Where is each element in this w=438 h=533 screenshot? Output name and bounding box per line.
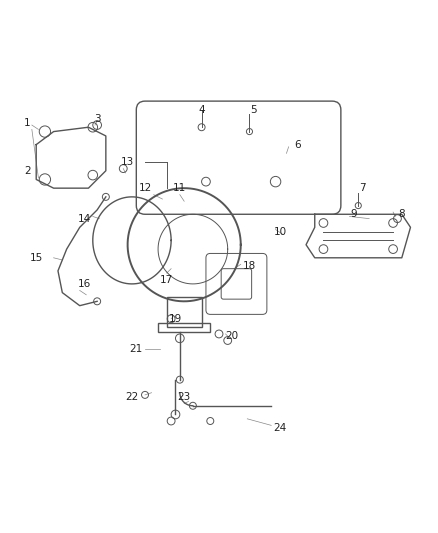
Text: 15: 15 (30, 253, 43, 263)
Text: 14: 14 (78, 214, 91, 224)
Text: 3: 3 (94, 114, 100, 124)
Text: 19: 19 (169, 314, 182, 324)
Text: 5: 5 (251, 105, 257, 115)
Text: 1: 1 (24, 118, 31, 128)
Text: 24: 24 (273, 423, 286, 433)
Text: 2: 2 (24, 166, 31, 176)
Text: 21: 21 (130, 344, 143, 354)
Text: 6: 6 (294, 140, 300, 150)
Text: 23: 23 (177, 392, 191, 402)
Text: 8: 8 (399, 209, 405, 219)
Text: 10: 10 (273, 227, 286, 237)
Text: 17: 17 (160, 274, 173, 285)
Text: 18: 18 (243, 262, 256, 271)
Text: 16: 16 (78, 279, 91, 289)
Text: 20: 20 (226, 331, 239, 341)
Text: 7: 7 (359, 183, 366, 193)
Text: 12: 12 (138, 183, 152, 193)
Text: 9: 9 (350, 209, 357, 219)
Text: 11: 11 (173, 183, 187, 193)
Text: 13: 13 (121, 157, 134, 167)
Text: 22: 22 (125, 392, 138, 402)
Text: 4: 4 (198, 105, 205, 115)
